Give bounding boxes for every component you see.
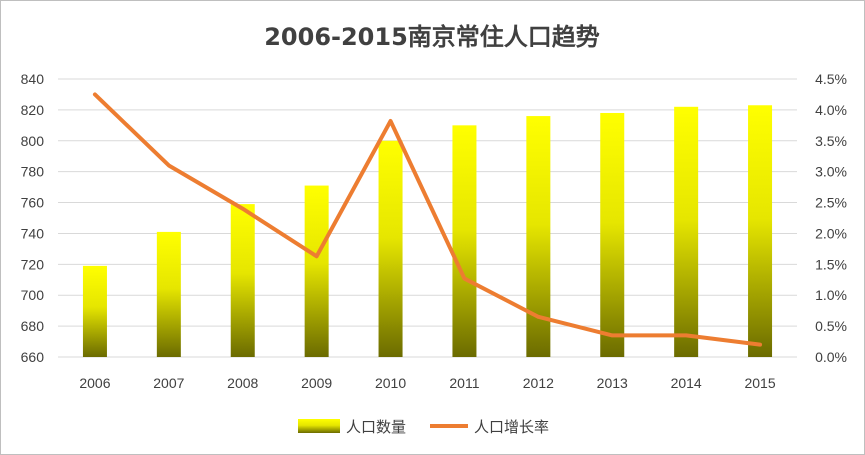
left-tick-label: 660 xyxy=(21,349,45,365)
left-tick-label: 780 xyxy=(21,164,45,180)
x-tick-label: 2013 xyxy=(597,375,628,391)
x-tick-label: 2006 xyxy=(79,375,110,391)
right-tick-label: 2.0% xyxy=(815,225,847,241)
right-tick-label: 4.5% xyxy=(815,71,847,87)
legend-line-label: 人口增长率 xyxy=(474,418,549,436)
right-tick-label: 1.5% xyxy=(815,256,847,272)
bar-2013 xyxy=(600,112,625,357)
x-tick-label: 2011 xyxy=(449,375,479,391)
x-tick-label: 2010 xyxy=(375,375,406,391)
x-tick-label: 2008 xyxy=(227,375,258,391)
bar-2010 xyxy=(378,140,403,357)
x-axis-ticks: 2006 2007 2008 2009 2010 2011 2012 2013 2014 2015 xyxy=(79,375,775,391)
left-tick-label: 720 xyxy=(21,256,45,272)
bar-2015 xyxy=(748,105,773,357)
right-tick-label: 1.0% xyxy=(815,287,847,303)
right-tick-label: 4.0% xyxy=(815,102,847,118)
legend: 人口数量 人口增长率 xyxy=(298,418,549,436)
x-tick-label: 2014 xyxy=(671,375,702,391)
growth-rate-line xyxy=(92,92,763,347)
left-tick-label: 820 xyxy=(21,102,45,118)
x-tick-label: 2012 xyxy=(523,375,554,391)
right-tick-label: 2.5% xyxy=(815,195,847,211)
x-tick-label: 2009 xyxy=(301,375,332,391)
left-tick-label: 840 xyxy=(21,71,45,87)
left-tick-label: 740 xyxy=(21,225,45,241)
right-tick-label: 0.5% xyxy=(815,318,847,334)
bar-2011 xyxy=(452,125,477,357)
bar-series xyxy=(82,105,773,357)
legend-bar-swatch xyxy=(298,419,340,433)
bar-2007 xyxy=(156,231,181,357)
left-tick-label: 760 xyxy=(21,195,45,211)
left-axis-ticks: 660 680 700 720 740 760 780 800 820 840 xyxy=(21,71,45,365)
bar-2009 xyxy=(304,185,329,357)
x-tick-label: 2007 xyxy=(153,375,184,391)
line-series xyxy=(92,92,763,347)
x-tick-label: 2015 xyxy=(744,375,775,391)
left-tick-label: 700 xyxy=(21,287,45,303)
chart-title: 2006-2015南京常住人口趋势 xyxy=(264,23,600,51)
right-tick-label: 3.5% xyxy=(815,133,847,149)
bar-2006 xyxy=(82,265,107,357)
bar-2008 xyxy=(230,204,255,357)
gridlines xyxy=(58,78,797,358)
legend-bar-label: 人口数量 xyxy=(346,418,406,436)
right-axis-ticks: 0.0% 0.5% 1.0% 1.5% 2.0% 2.5% 3.0% 3.5% 4.0% 4.5% xyxy=(815,71,847,365)
right-tick-label: 0.0% xyxy=(815,349,847,365)
bar-2014 xyxy=(674,106,699,357)
right-tick-label: 3.0% xyxy=(815,164,847,180)
left-tick-label: 800 xyxy=(21,133,45,149)
left-tick-label: 680 xyxy=(21,318,45,334)
